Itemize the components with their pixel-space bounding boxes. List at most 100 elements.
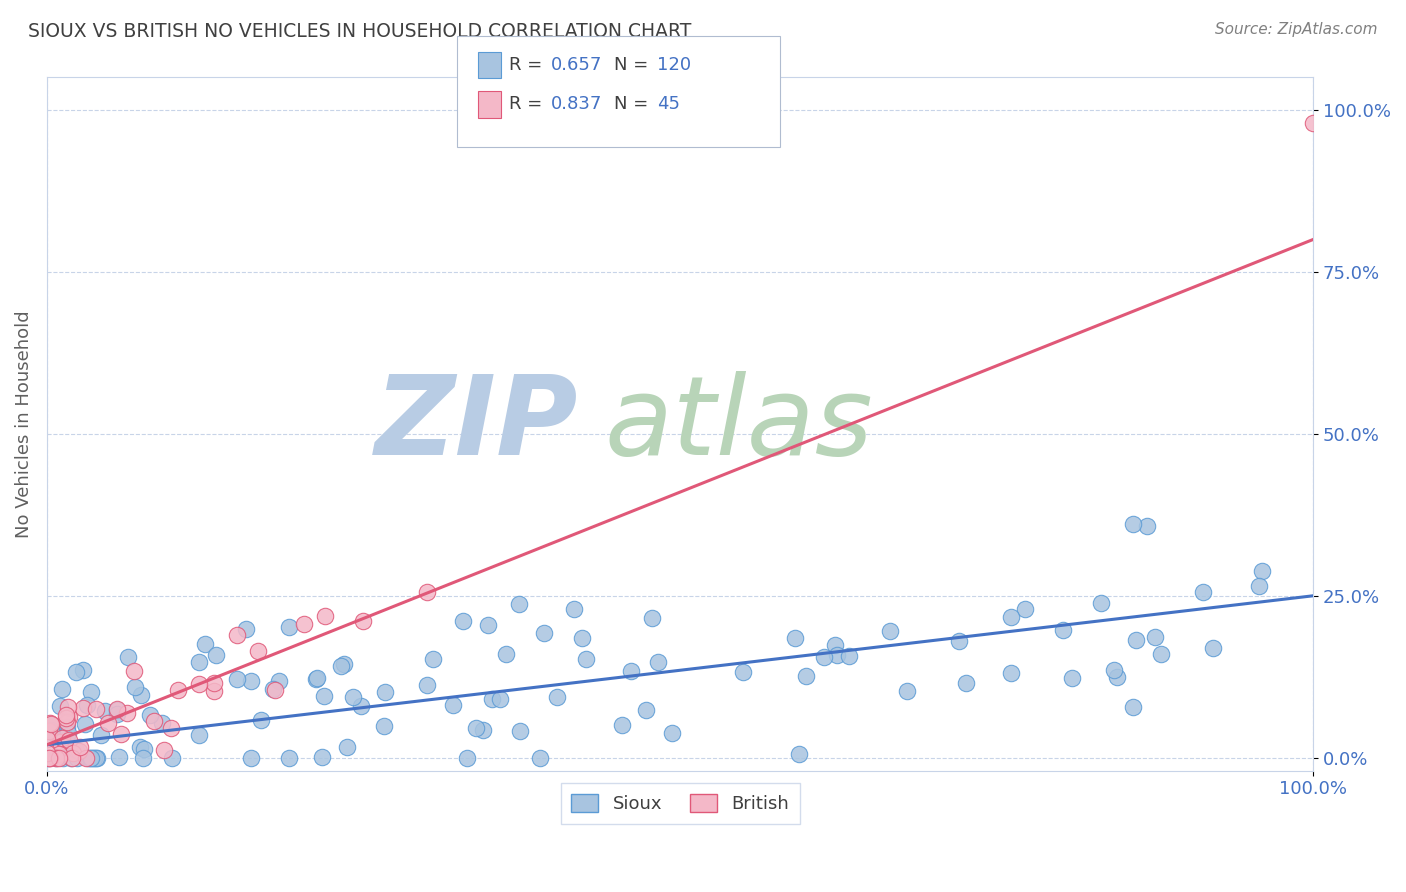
Point <box>35 732 58 747</box>
Point <box>55 734 77 748</box>
Point <box>48 750 70 764</box>
Point <box>250 713 273 727</box>
Point <box>277 750 299 764</box>
Point <box>117 649 139 664</box>
Point <box>546 690 568 704</box>
Point <box>374 684 396 698</box>
Point <box>634 703 657 717</box>
Point <box>129 688 152 702</box>
Point <box>187 677 209 691</box>
Point <box>187 655 209 669</box>
Point <box>477 618 499 632</box>
Point <box>813 650 835 665</box>
Point <box>79 750 101 764</box>
Point <box>263 683 285 698</box>
Y-axis label: No Vehicles in Household: No Vehicles in Household <box>15 310 32 538</box>
Point <box>225 628 247 642</box>
Point <box>1102 663 1125 677</box>
Point <box>76 698 98 713</box>
Point <box>128 740 150 755</box>
Point <box>41 717 63 731</box>
Point <box>333 657 356 672</box>
Point <box>66 750 89 764</box>
Point <box>1122 699 1144 714</box>
Point <box>134 742 156 756</box>
Point <box>292 616 315 631</box>
Point <box>132 750 155 764</box>
Point <box>1202 640 1225 655</box>
Point <box>441 698 464 713</box>
Point <box>37 750 59 764</box>
Point <box>202 684 225 698</box>
Point <box>1250 565 1272 579</box>
Point <box>105 707 128 722</box>
Point <box>838 649 860 664</box>
Point <box>733 665 755 679</box>
Point <box>1090 596 1112 610</box>
Point <box>422 652 444 666</box>
Point <box>41 724 63 739</box>
Text: R =: R = <box>509 56 548 74</box>
Point <box>86 750 108 764</box>
Point <box>315 609 337 624</box>
Point <box>38 724 60 739</box>
Point <box>1125 632 1147 647</box>
Point <box>58 733 80 747</box>
Point <box>75 750 97 764</box>
Point <box>1062 671 1084 685</box>
Point <box>571 631 593 645</box>
Point <box>225 672 247 686</box>
Point <box>56 714 79 729</box>
Point <box>139 708 162 723</box>
Text: N =: N = <box>614 95 654 113</box>
Point <box>610 717 633 731</box>
Point <box>305 671 328 685</box>
Text: R =: R = <box>509 95 548 113</box>
Point <box>56 721 79 735</box>
Text: atlas: atlas <box>605 370 873 477</box>
Point <box>150 716 173 731</box>
Point <box>188 728 211 742</box>
Text: 0.837: 0.837 <box>551 95 603 113</box>
Point <box>879 624 901 638</box>
Point <box>789 747 811 762</box>
Point <box>824 638 846 652</box>
Point <box>278 620 301 634</box>
Point <box>110 727 132 741</box>
Point <box>38 750 60 764</box>
Point <box>1014 602 1036 616</box>
Text: ZIP: ZIP <box>375 370 579 477</box>
Point <box>202 676 225 690</box>
Point <box>495 647 517 661</box>
Text: 0.657: 0.657 <box>551 56 603 74</box>
Point <box>39 723 62 738</box>
Point <box>481 691 503 706</box>
Point <box>72 664 94 678</box>
Point <box>80 685 103 699</box>
Point <box>38 716 60 731</box>
Point <box>49 735 72 749</box>
Point <box>955 676 977 690</box>
Point <box>508 597 530 611</box>
Point <box>416 678 439 692</box>
Point <box>60 750 83 764</box>
Point <box>122 664 145 678</box>
Point <box>1000 609 1022 624</box>
Point <box>51 726 73 740</box>
Point <box>246 644 269 658</box>
Point <box>72 701 94 715</box>
Point <box>143 714 166 728</box>
Point <box>465 721 488 735</box>
Point <box>1150 648 1173 662</box>
Point <box>205 648 228 663</box>
Point <box>1136 518 1159 533</box>
Point <box>35 746 58 760</box>
Point <box>1000 665 1022 680</box>
Point <box>51 681 73 696</box>
Point <box>641 611 664 625</box>
Point <box>48 747 70 761</box>
Point <box>55 707 77 722</box>
Point <box>1302 116 1324 130</box>
Point <box>1249 579 1271 593</box>
Point <box>533 626 555 640</box>
